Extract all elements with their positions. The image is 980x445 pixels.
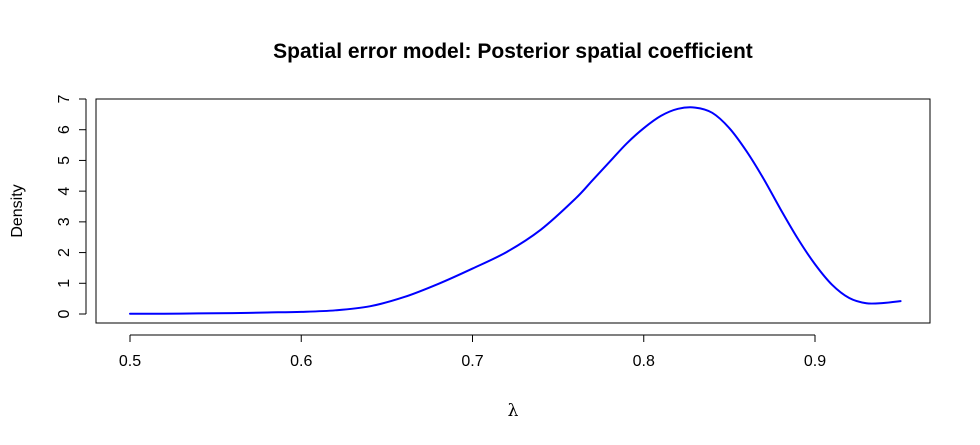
x-tick-label-0: 0.5: [119, 353, 141, 370]
y-tick-label-2: 2: [56, 248, 73, 257]
x-axis: 0.5 0.6 0.7 0.8 0.9: [119, 334, 826, 370]
y-axis: 0 1 2 3 4 5 6 7: [56, 94, 87, 318]
plot-frame: [95, 98, 931, 324]
y-tick-label-5: 5: [56, 156, 73, 165]
x-tick-label-2: 0.7: [461, 353, 483, 370]
y-axis-label: Density: [9, 184, 26, 237]
y-tick-label-6: 6: [56, 125, 73, 134]
density-curve-0: [129, 106, 902, 315]
x-tick-label-1: 0.6: [290, 353, 312, 370]
x-tick-label-3: 0.8: [633, 353, 655, 370]
x-tick-label-4: 0.9: [804, 353, 826, 370]
y-tick-label-0: 0: [56, 309, 73, 318]
y-tick-label-7: 7: [56, 94, 73, 103]
y-tick-label-1: 1: [56, 279, 73, 288]
x-axis-label: λ: [508, 401, 519, 421]
series-layer: [129, 106, 902, 315]
y-tick-label-3: 3: [56, 217, 73, 226]
y-tick-label-4: 4: [56, 187, 73, 196]
chart-title: Spatial error model: Posterior spatial c…: [273, 40, 753, 63]
